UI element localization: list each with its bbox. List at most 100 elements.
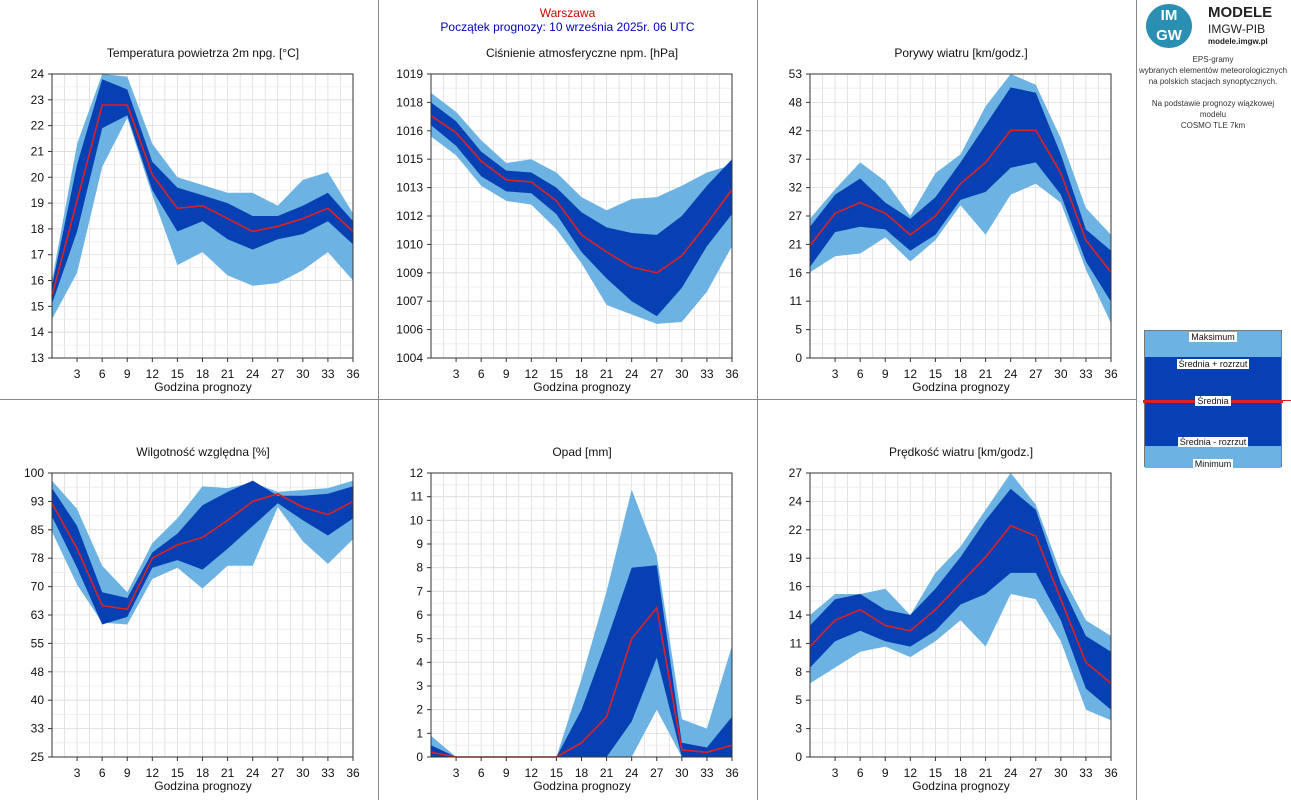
x-tick-label: 24	[1004, 766, 1018, 780]
y-tick-label: 16	[789, 266, 803, 280]
y-tick-label: 8	[416, 561, 423, 575]
chart-title: Ciśnienie atmosferyczne npm. [hPa]	[486, 46, 678, 60]
y-tick-label: 33	[31, 722, 45, 736]
y-tick-label: 23	[31, 93, 45, 107]
x-axis-label: Godzina prognozy	[154, 779, 251, 793]
x-tick-label: 30	[296, 766, 310, 780]
x-tick-label: 9	[503, 367, 510, 381]
x-tick-label: 27	[650, 766, 664, 780]
y-tick-label: 1007	[396, 294, 423, 308]
x-tick-label: 6	[857, 367, 864, 381]
x-tick-label: 36	[725, 367, 739, 381]
y-tick-label: 24	[31, 67, 45, 81]
y-tick-label: 1006	[396, 323, 423, 337]
x-tick-label: 21	[600, 367, 614, 381]
x-tick-label: 24	[246, 766, 260, 780]
imgw-logo[interactable]: IM GW MODELE IMGW-PIB modele.imgw.pl	[1142, 2, 1282, 50]
y-tick-label: 5	[795, 323, 802, 337]
chart-panel: Ciśnienie atmosferyczne npm. [hPa] Godzin…	[396, 46, 739, 394]
x-tick-label: 36	[1104, 766, 1118, 780]
y-tick-label: 7	[416, 584, 423, 598]
y-tick-label: 0	[416, 750, 423, 764]
x-tick-label: 15	[171, 766, 185, 780]
y-tick-label: 22	[31, 119, 45, 133]
y-tick-label: 27	[789, 466, 803, 480]
x-tick-label: 30	[296, 367, 310, 381]
x-tick-label: 9	[882, 367, 889, 381]
x-tick-label: 30	[1054, 766, 1068, 780]
chart-panel: Prędkość wiatru [km/godz.] Godzina progno…	[789, 445, 1118, 793]
x-tick-label: 18	[575, 766, 589, 780]
y-tick-label: 1018	[396, 95, 423, 109]
y-tick-label: 37	[789, 152, 803, 166]
spread-band	[810, 488, 1111, 710]
legend: Maksimum Średnia + rozrzut Średnia Średn…	[1143, 330, 1283, 469]
y-tick-label: 40	[31, 693, 45, 707]
chart-title: Porywy wiatru [km/godz.]	[894, 46, 1027, 60]
mean-line	[809, 129, 1112, 273]
legend-label-min: Minimum	[1192, 459, 1234, 469]
forecast-start: Początek prognozy: 10 września 2025r. 06…	[440, 20, 695, 34]
x-axis-label: Godzina prognozy	[533, 380, 630, 394]
x-tick-label: 15	[171, 367, 185, 381]
y-tick-label: 25	[31, 750, 45, 764]
x-tick-label: 33	[1079, 367, 1093, 381]
y-tick-label: 1019	[396, 67, 423, 81]
spread-band	[431, 565, 732, 757]
x-tick-label: 33	[1079, 766, 1093, 780]
y-tick-label: 42	[789, 124, 803, 138]
x-axis-label: Godzina prognozy	[533, 779, 630, 793]
x-tick-label: 27	[271, 766, 285, 780]
y-tick-label: 1009	[396, 266, 423, 280]
x-tick-label: 36	[725, 766, 739, 780]
x-tick-label: 3	[832, 367, 839, 381]
y-tick-label: 5	[416, 632, 423, 646]
mean-line	[51, 492, 354, 611]
x-tick-label: 27	[271, 367, 285, 381]
x-tick-label: 27	[650, 367, 664, 381]
x-tick-label: 3	[453, 766, 460, 780]
legend-label-mean-plus: Średnia + rozrzut	[1176, 359, 1250, 369]
y-tick-label: 1012	[396, 209, 423, 223]
chart-panel: Wilgotność względna [%] Godzina prognozy 3…	[24, 445, 360, 793]
legend-label-mean-minus: Średnia - rozrzut	[1177, 437, 1249, 447]
y-tick-label: 21	[31, 144, 45, 158]
y-tick-label: 1016	[396, 124, 423, 138]
spread-band	[431, 102, 732, 317]
y-tick-label: 14	[789, 608, 803, 622]
panel-divider	[378, 0, 379, 800]
x-tick-label: 30	[1054, 367, 1068, 381]
chart-panel: Porywy wiatru [km/godz.] Godzina prognozy…	[789, 46, 1118, 394]
y-tick-label: 20	[31, 170, 45, 184]
x-tick-label: 6	[857, 766, 864, 780]
panel-divider	[0, 399, 1136, 400]
y-tick-label: 1	[416, 726, 423, 740]
chart-title: Temperatura powietrza 2m npg. [°C]	[107, 46, 299, 60]
y-tick-label: 6	[416, 608, 423, 622]
x-tick-label: 36	[346, 766, 360, 780]
logo-badge-bottom: GW	[1156, 27, 1182, 44]
logo-badge-top: IM	[1160, 7, 1178, 24]
x-tick-label: 15	[550, 367, 564, 381]
y-tick-label: 4	[416, 655, 423, 669]
y-tick-label: 21	[789, 237, 803, 251]
x-tick-label: 12	[904, 367, 918, 381]
spread-band	[810, 87, 1111, 302]
chart-title: Wilgotność względna [%]	[136, 445, 269, 459]
y-tick-label: 11	[411, 490, 424, 504]
x-tick-label: 3	[453, 367, 460, 381]
y-tick-label: 48	[789, 95, 803, 109]
charts-canvas: Temperatura powietrza 2m npg. [°C] Godzin…	[24, 46, 1118, 793]
y-tick-label: 15	[31, 299, 45, 313]
x-tick-label: 36	[346, 367, 360, 381]
y-tick-label: 1004	[396, 351, 423, 365]
y-tick-label: 16	[789, 580, 803, 594]
logo-org: IMGW-PIB	[1208, 22, 1266, 36]
y-tick-label: 32	[789, 181, 803, 195]
x-tick-label: 21	[979, 367, 993, 381]
logo-title: MODELE	[1208, 4, 1273, 21]
x-tick-label: 15	[929, 766, 943, 780]
x-tick-label: 6	[478, 766, 485, 780]
y-tick-label: 48	[31, 665, 45, 679]
y-tick-label: 55	[31, 636, 45, 650]
